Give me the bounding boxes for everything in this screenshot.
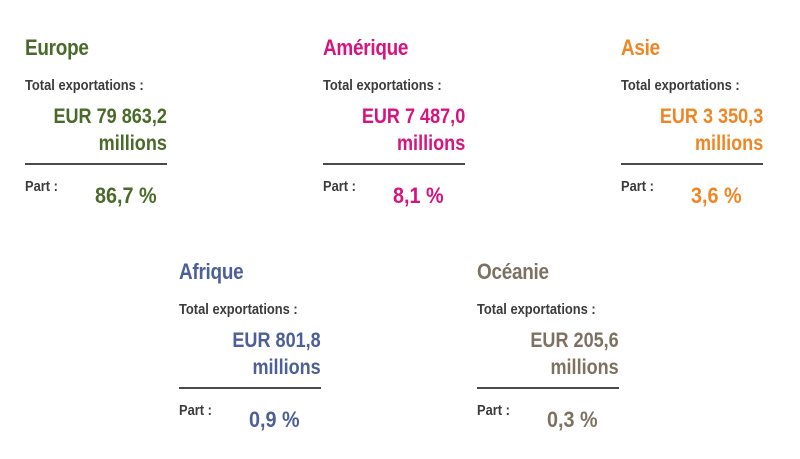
region-name: Amérique [323,35,409,60]
amount-line-1: EUR 7 487,0 [361,105,465,128]
total-exports-label: Total exportations : [25,77,144,94]
amount-line-2: millions [550,356,619,379]
amount-line-1: EUR 3 350,3 [659,105,763,128]
divider-line [477,387,619,389]
total-exports-value: EUR 3 350,3 millions [660,103,763,157]
share-value: 0,9 % [249,407,300,432]
amount-line-1: EUR 205,6 [530,329,619,352]
amount-line-2: millions [694,132,763,155]
share-value: 8,1 % [393,183,444,208]
amount-line-2: millions [396,132,465,155]
region-card-oceanie: Océanie Total exportations : EUR 205,6 m… [477,259,627,432]
total-exports-label: Total exportations : [323,77,442,94]
region-card-amerique: Amérique Total exportations : EUR 7 487,… [323,35,473,208]
share-label: Part : [477,402,510,419]
region-name: Asie [621,35,660,60]
region-card-afrique: Afrique Total exportations : EUR 801,8 m… [179,259,329,432]
share-value: 3,6 % [691,183,742,208]
share-label: Part : [621,178,654,195]
total-exports-value: EUR 801,8 millions [233,327,321,381]
region-card-asie: Asie Total exportations : EUR 3 350,3 mi… [621,35,771,208]
region-card-europe: Europe Total exportations : EUR 79 863,2… [25,35,175,208]
amount-line-1: EUR 79 863,2 [53,105,167,128]
region-name: Europe [25,35,89,60]
share-value: 0,3 % [547,407,598,432]
total-exports-value: EUR 7 487,0 millions [362,103,465,157]
share-label: Part : [179,402,212,419]
amount-line-1: EUR 801,8 [232,329,321,352]
divider-line [323,163,465,165]
share-label: Part : [25,178,58,195]
amount-line-2: millions [98,132,167,155]
amount-line-2: millions [252,356,321,379]
total-exports-label: Total exportations : [179,301,298,318]
total-exports-value: EUR 205,6 millions [531,327,619,381]
share-label: Part : [323,178,356,195]
share-value: 86,7 % [95,183,157,208]
total-exports-value: EUR 79 863,2 millions [54,103,167,157]
region-name: Océanie [477,259,549,284]
total-exports-label: Total exportations : [477,301,596,318]
total-exports-label: Total exportations : [621,77,740,94]
divider-line [179,387,321,389]
region-name: Afrique [179,259,244,284]
divider-line [25,163,167,165]
divider-line [621,163,763,165]
